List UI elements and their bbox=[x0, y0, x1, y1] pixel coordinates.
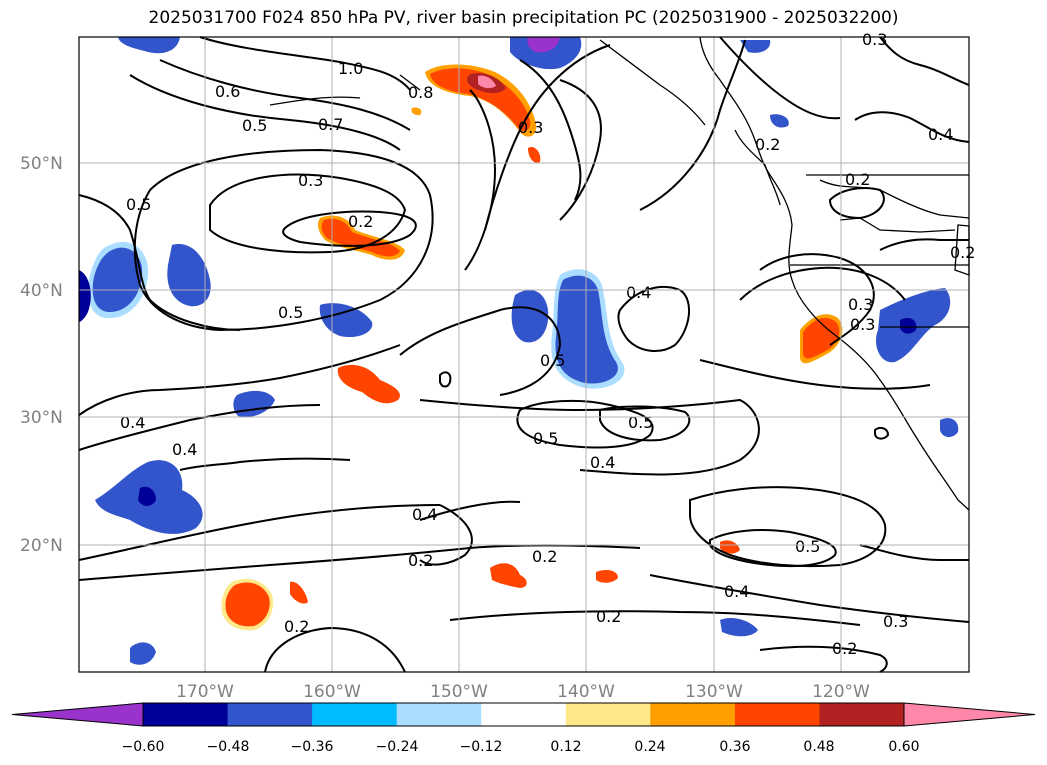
contour-label: 0.4 bbox=[590, 453, 615, 472]
contour-label: 0.6 bbox=[215, 82, 240, 101]
contour-label: 0.4 bbox=[626, 283, 651, 302]
contour-label: 0.3 bbox=[298, 171, 323, 190]
longitude-labels: 170°W 160°W 150°W 140°W 130°W 120°W bbox=[176, 682, 870, 702]
precip-positive-shading bbox=[221, 64, 843, 631]
colorbar-tick: 0.12 bbox=[550, 739, 581, 755]
contour-label: 0.7 bbox=[318, 115, 343, 134]
contour-label: 0.4 bbox=[120, 413, 145, 432]
contour-label: 0.3 bbox=[862, 30, 887, 49]
colorbar-extend-high bbox=[904, 703, 1035, 726]
contour-label: 0.2 bbox=[408, 551, 433, 570]
colorbar-segment bbox=[143, 703, 229, 726]
contour-label: 0.2 bbox=[845, 170, 870, 189]
contour-label: 0.2 bbox=[832, 639, 857, 658]
colorbar-segment bbox=[565, 703, 651, 726]
lat-label: 30°N bbox=[20, 408, 63, 428]
contour-label: 1.0 bbox=[338, 59, 363, 78]
contour-label: 0.5 bbox=[540, 351, 565, 370]
colorbar-segments bbox=[12, 703, 1035, 726]
contour-label: 0.4 bbox=[412, 505, 437, 524]
contour-label: 0.5 bbox=[242, 116, 267, 135]
colorbar-tick: 0.60 bbox=[888, 739, 919, 755]
pv-contours bbox=[78, 36, 970, 673]
lat-label: 20°N bbox=[20, 536, 63, 556]
contour-label: 0.4 bbox=[928, 125, 953, 144]
lon-label: 160°W bbox=[303, 682, 361, 702]
lon-label: 130°W bbox=[685, 682, 743, 702]
contour-label: 0.3 bbox=[848, 295, 873, 314]
contour-label: 0.2 bbox=[284, 617, 309, 636]
colorbar-segment bbox=[734, 703, 820, 726]
colorbar-segment bbox=[650, 703, 736, 726]
contour-label: 0.3 bbox=[518, 118, 543, 137]
colorbar-segment bbox=[819, 703, 905, 726]
contour-label: 0.5 bbox=[628, 413, 653, 432]
lon-label: 170°W bbox=[176, 682, 234, 702]
lon-label: 140°W bbox=[557, 682, 615, 702]
plot-title: 2025031700 F024 850 hPa PV, river basin … bbox=[148, 8, 899, 28]
colorbar-tick: 0.36 bbox=[719, 739, 750, 755]
contour-label: 0.2 bbox=[950, 243, 975, 262]
colorbar-tick: −0.12 bbox=[460, 739, 503, 755]
map-frame bbox=[78, 36, 970, 673]
contour-label: 0.3 bbox=[850, 315, 875, 334]
coastlines bbox=[269, 36, 970, 511]
colorbar-tick: −0.48 bbox=[207, 739, 250, 755]
contour-labels: 1.0 0.6 0.5 0.7 0.8 0.3 0.3 0.2 0.5 0.5 … bbox=[120, 30, 975, 658]
colorbar-segment bbox=[396, 703, 482, 726]
contour-label: 0.5 bbox=[795, 537, 820, 556]
precip-negative-shading bbox=[79, 37, 959, 665]
contour-label: 0.2 bbox=[348, 212, 373, 231]
colorbar-tick: −0.24 bbox=[376, 739, 419, 755]
contour-label: 0.4 bbox=[724, 582, 749, 601]
lat-label: 40°N bbox=[20, 281, 63, 301]
contour-label: 0.2 bbox=[532, 547, 557, 566]
colorbar-tick: 0.24 bbox=[634, 739, 665, 755]
contour-label: 0.3 bbox=[883, 612, 908, 631]
lon-label: 120°W bbox=[812, 682, 870, 702]
gridlines bbox=[79, 37, 969, 672]
colorbar-segment bbox=[227, 703, 313, 726]
contour-label: 0.5 bbox=[126, 195, 151, 214]
colorbar-ticks: −0.60 −0.48 −0.36 −0.24 −0.12 0.12 0.24 … bbox=[122, 739, 920, 755]
colorbar-tick: 0.48 bbox=[803, 739, 834, 755]
contour-label: 0.4 bbox=[172, 440, 197, 459]
contour-label: 0.5 bbox=[278, 303, 303, 322]
colorbar-extend-low bbox=[12, 703, 143, 726]
contour-label: 0.2 bbox=[596, 607, 621, 626]
lat-label: 50°N bbox=[20, 154, 63, 174]
lon-label: 150°W bbox=[430, 682, 488, 702]
contour-label: 0.8 bbox=[408, 83, 433, 102]
colorbar-segment bbox=[481, 703, 567, 726]
contour-label: 0.2 bbox=[755, 135, 780, 154]
colorbar-tick: −0.60 bbox=[122, 739, 165, 755]
latitude-labels: 50°N 40°N 30°N 20°N bbox=[20, 154, 63, 556]
contour-label: 0.5 bbox=[533, 429, 558, 448]
colorbar-segment bbox=[312, 703, 398, 726]
colorbar: −0.60 −0.48 −0.36 −0.24 −0.12 0.12 0.24 … bbox=[11, 702, 1036, 755]
colorbar-tick: −0.36 bbox=[291, 739, 334, 755]
